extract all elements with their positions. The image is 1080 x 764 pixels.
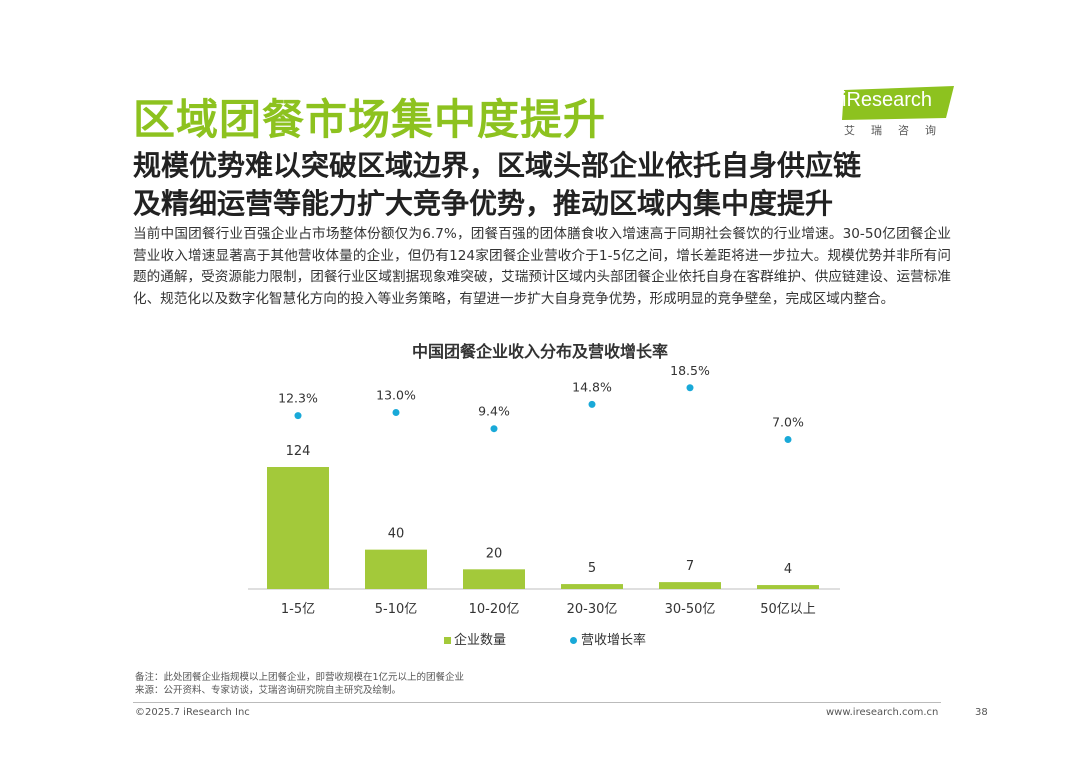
x-tick-label: 50亿以上 — [760, 602, 816, 617]
legend-swatch-dot — [570, 637, 577, 644]
footer-divider — [133, 702, 941, 703]
bar-value-label: 124 — [286, 444, 311, 459]
page-title: 区域团餐市场集中度提升 — [133, 95, 607, 144]
subtitle-line-2: 及精细运营等能力扩大竞争优势，推动区域内集中度提升 — [133, 187, 834, 220]
growth-value-label: 14.8% — [572, 379, 612, 394]
logo-subtext: 艾瑞咨询 — [844, 124, 952, 137]
legend-label-dot: 营收增长率 — [581, 633, 647, 648]
x-tick-label: 10-20亿 — [469, 602, 520, 617]
legend-item-dot: 营收增长率 — [570, 629, 646, 648]
bar — [267, 467, 329, 589]
bar — [561, 584, 623, 589]
bar-chart: 124 12.3% 1-5亿 40 13.0% 5-10亿 20 9.4% 10-20亿 5 14.… — [248, 363, 840, 617]
bar — [463, 569, 525, 589]
logo-shape — [842, 86, 954, 120]
bar — [365, 549, 427, 589]
website-url: www.iresearch.com.cn — [826, 707, 939, 718]
bar-value-label: 40 — [388, 527, 405, 542]
footnote-source: 来源：公开资料、专家访谈，艾瑞咨询研究院自主研究及绘制。 — [135, 685, 402, 696]
x-tick-label: 1-5亿 — [281, 602, 315, 617]
legend-item-bar: 企业数量 — [444, 629, 506, 648]
x-tick-label: 30-50亿 — [665, 602, 716, 617]
body-paragraph: 当前中国团餐行业百强企业占市场整体份额仅为6.7%，团餐百强的团体膳食收入增速高… — [133, 226, 951, 307]
growth-value-label: 12.3% — [278, 391, 318, 406]
copyright: ©2025.7 iResearch Inc — [135, 707, 250, 718]
page-number: 38 — [975, 707, 988, 718]
chart-title: 中国团餐企业收入分布及营收增长率 — [411, 342, 668, 361]
logo-text: iResearch — [842, 89, 933, 111]
bar — [757, 585, 819, 589]
bar-value-label: 4 — [784, 562, 792, 577]
growth-point — [490, 425, 498, 433]
growth-point — [784, 436, 792, 443]
footnotes: 备注：此处团餐企业指规模以上团餐企业，即营收规模在1亿元以上的团餐企业 来源：公… — [135, 671, 464, 697]
growth-point — [294, 412, 302, 420]
bar-value-label: 20 — [486, 546, 503, 561]
growth-point — [686, 384, 694, 392]
bar-value-label: 7 — [686, 559, 694, 574]
growth-point — [392, 409, 400, 416]
growth-point — [588, 400, 596, 408]
growth-value-label: 13.0% — [376, 388, 416, 403]
growth-value-label: 9.4% — [478, 404, 510, 419]
x-tick-label: 5-10亿 — [375, 602, 418, 617]
subtitle-line-1: 规模优势难以突破区域边界，区域头部企业依托自身供应链 — [133, 149, 862, 182]
iresearch-logo: iResearch 艾瑞咨询 — [842, 86, 957, 138]
x-tick-label: 20-30亿 — [567, 602, 618, 617]
growth-value-label: 7.0% — [772, 415, 804, 430]
growth-value-label: 18.5% — [670, 363, 710, 378]
footnote-note: 备注：此处团餐企业指规模以上团餐企业，即营收规模在1亿元以上的团餐企业 — [135, 672, 465, 683]
bar — [659, 582, 721, 589]
legend-swatch-bar — [444, 637, 451, 644]
bar-value-label: 5 — [588, 561, 596, 576]
page-subtitle: 规模优势难以突破区域边界，区域头部企业依托自身供应链 及精细运营等能力扩大竞争优… — [133, 147, 953, 223]
legend-label-bar: 企业数量 — [454, 633, 507, 648]
